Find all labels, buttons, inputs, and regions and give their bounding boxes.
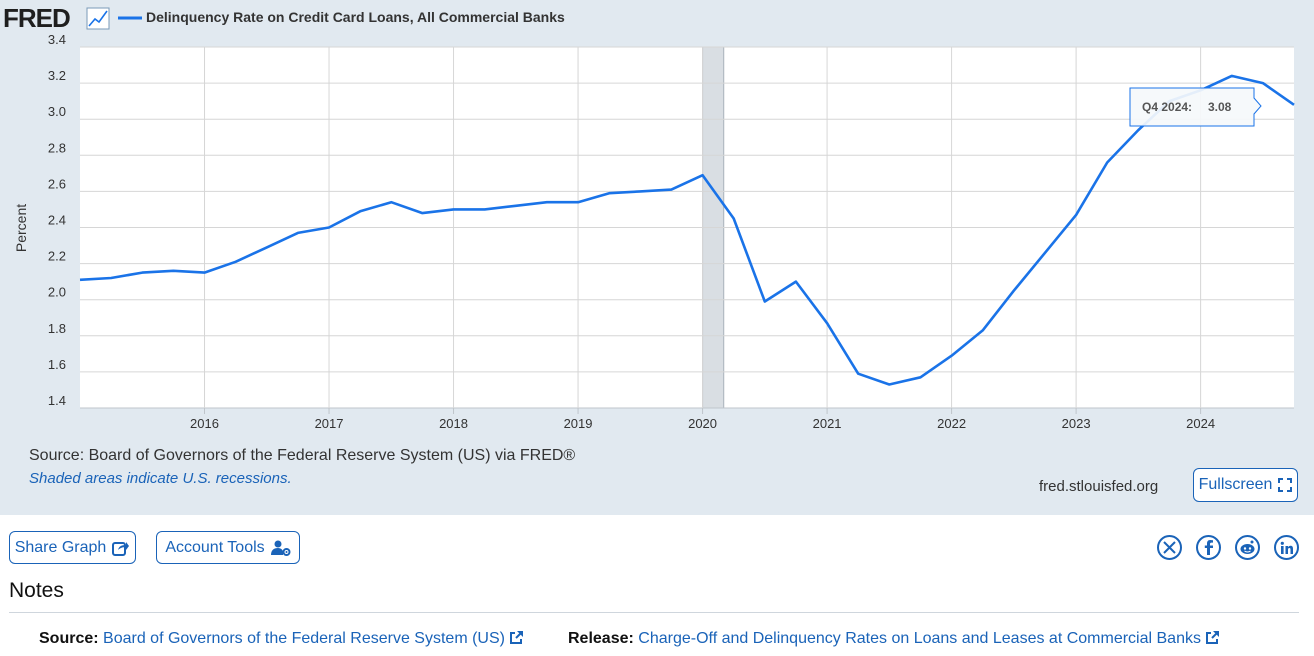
x-tick-label: 2022 [937,416,966,431]
grid-lines [80,46,1294,409]
y-tick-label: 2.4 [48,213,66,228]
chart-source: Source: Board of Governors of the Federa… [29,447,576,464]
y-tick-label: 2.2 [48,249,66,264]
x-tick-label: 2023 [1062,416,1091,431]
notes-divider [9,612,1299,613]
notes-source: Source: Board of Governors of the Federa… [39,630,524,648]
y-tick-label: 2.6 [48,176,66,191]
x-tick-label: 2019 [564,416,593,431]
account-tools-button[interactable]: Account Tools [156,531,300,564]
chart-logo-icon [86,7,110,30]
linkedin-icon[interactable] [1274,535,1299,560]
source-key: Source: [39,630,99,647]
source-link[interactable]: Board of Governors of the Federal Reserv… [103,630,524,647]
release-link[interactable]: Charge-Off and Delinquency Rates on Loan… [638,630,1220,647]
share-graph-button[interactable]: Share Graph [9,531,136,564]
y-tick-label: 2.0 [48,285,66,300]
x-tick-label: 2020 [688,416,717,431]
x-tick-label: 2021 [813,416,842,431]
y-axis-ticks: 1.4 1.6 1.8 2.0 2.2 2.4 2.6 2.8 3.0 3.2 3.4 [48,32,66,408]
tooltip-label: Q4 2024: [1142,100,1192,114]
reddit-icon[interactable] [1235,535,1260,560]
y-tick-label: 3.0 [48,104,66,119]
y-tick-label: 3.2 [48,68,66,83]
user-gear-icon [270,540,291,556]
release-link-text: Charge-Off and Delinquency Rates on Loan… [638,630,1201,647]
share-graph-label: Share Graph [14,538,107,556]
y-tick-label: 3.4 [48,32,66,47]
x-tick-label: 2018 [439,416,468,431]
notes-heading: Notes [9,579,64,602]
release-key: Release: [568,630,634,647]
x-tick-label: 2016 [190,416,219,431]
notes-release: Release: Charge-Off and Delinquency Rate… [568,630,1220,648]
account-tools-label: Account Tools [165,538,265,556]
x-axis-ticks: 2016 2017 2018 2019 2020 2021 2022 2023 2024 [190,408,1215,431]
chart-svg[interactable]: FRED Delinquency Rate on Credit Card Loa… [0,0,1314,440]
expand-icon [1278,478,1293,492]
fullscreen-button[interactable]: Fullscreen [1193,468,1298,502]
series-line [79,74,1295,386]
tooltip: Q4 2024: 3.08 [1129,87,1262,127]
x-tick-label: 2024 [1186,416,1215,431]
series-title: Delinquency Rate on Credit Card Loans, A… [146,9,565,25]
y-axis-label: Percent [13,204,29,252]
fred-logo[interactable]: FRED [3,3,110,33]
source-link-text: Board of Governors of the Federal Reserv… [103,630,505,647]
external-link-icon [509,631,523,644]
share-icon [112,541,130,556]
series-line-group [79,74,1295,386]
y-tick-label: 1.8 [48,321,66,336]
fred-logo-text: FRED [3,3,70,33]
x-icon[interactable] [1157,535,1182,560]
external-link-icon [1205,631,1219,644]
recession-note: Shaded areas indicate U.S. recessions. [29,470,292,487]
x-tick-label: 2017 [315,416,344,431]
y-tick-label: 2.8 [48,140,66,155]
fullscreen-label: Fullscreen [1198,476,1273,493]
y-tick-label: 1.4 [48,393,66,408]
facebook-icon[interactable] [1196,535,1221,560]
tooltip-value: 3.08 [1208,100,1232,114]
chart-panel: FRED Delinquency Rate on Credit Card Loa… [0,0,1314,515]
site-url: fred.stlouisfed.org [1039,478,1159,495]
y-tick-label: 1.6 [48,357,66,372]
